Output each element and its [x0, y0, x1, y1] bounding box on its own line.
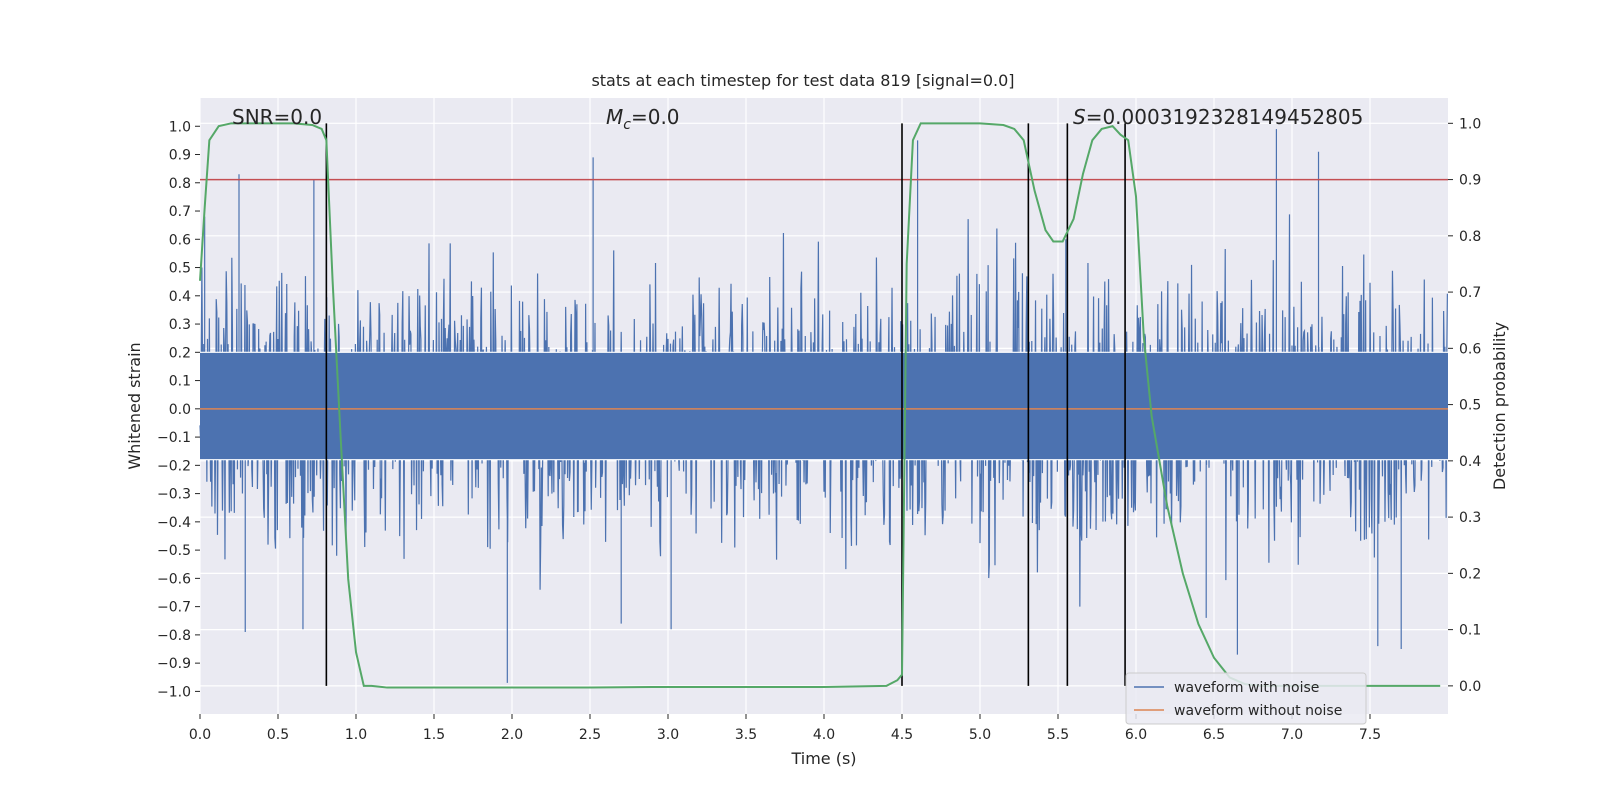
y-left-tick-label: 1.0: [169, 119, 191, 135]
x-tick-label: 3.5: [735, 727, 757, 743]
y-left-tick-label: −0.4: [157, 515, 191, 531]
x-tick-label: 5.0: [969, 727, 991, 743]
x-tick-label: 1.5: [423, 727, 445, 743]
y-right-tick-label: 0.8: [1459, 229, 1481, 245]
s-annotation: S=0.0003192328149452805: [1073, 105, 1363, 129]
x-tick-label: 6.0: [1125, 727, 1147, 743]
y-left-tick-label: 0.7: [169, 204, 191, 220]
detection-probability-line: [199, 122, 1441, 689]
y-right-tick-label: 0.0: [1459, 679, 1481, 695]
y-right-tick-label: 0.1: [1459, 623, 1481, 639]
noisy-waveform: [199, 129, 1448, 683]
y-right-tick-label: 0.5: [1459, 398, 1481, 414]
y-left-tick-label: −0.6: [157, 571, 191, 587]
y-left-tick-label: 0.1: [169, 374, 191, 390]
y-right-tick-label: 0.4: [1459, 454, 1481, 470]
y-right-tick-label: 0.6: [1459, 341, 1481, 357]
legend-box: [1125, 672, 1367, 725]
y-right-tick-label: 0.3: [1459, 510, 1481, 526]
y-right-tick-label: 0.9: [1459, 173, 1481, 189]
legend-label-noisy: waveform with noise: [1174, 680, 1319, 696]
x-tick-label: 2.5: [579, 727, 601, 743]
y-right-tick-label: 0.2: [1459, 566, 1481, 582]
x-tick-label: 0.5: [267, 727, 289, 743]
y-right-tick-label: 0.7: [1459, 285, 1481, 301]
y-axis-left-ticks: −1.0 −0.9 −0.8 −0.7 −0.6 −0.5 −0.4 −0.3 −0.2 −0.1…: [157, 119, 200, 700]
y-left-tick-label: 0.6: [169, 232, 191, 248]
y-left-tick-label: 0.9: [169, 148, 191, 164]
x-axis-label: Time (s): [790, 749, 856, 768]
y-axis-right-label: Detection probability: [1490, 322, 1509, 490]
legend: waveform with noise waveform without noi…: [1125, 672, 1367, 725]
y-left-tick-label: −0.5: [157, 543, 191, 559]
y-left-tick-label: −0.9: [157, 656, 191, 672]
y-axis-left-label: Whitened strain: [125, 342, 144, 469]
y-left-tick-label: −0.8: [157, 628, 191, 644]
y-left-tick-label: 0.5: [169, 261, 191, 277]
chirp-mass-annotation: Mc=0.0: [606, 105, 680, 133]
legend-label-clean: waveform without noise: [1174, 703, 1342, 719]
x-tick-label: 7.5: [1359, 727, 1381, 743]
y-left-tick-label: −1.0: [157, 684, 191, 700]
chart-title: stats at each timestep for test data 819…: [591, 71, 1014, 90]
snr-annotation: SNR=0.0: [232, 105, 322, 129]
chirp-mass-value: =0.0: [631, 105, 680, 129]
s-symbol: S: [1073, 105, 1086, 129]
y-axis-right-ticks: 0.0 0.1 0.2 0.3 0.4 0.5 0.6 0.7 0.8 0.9 1.0: [1448, 116, 1481, 695]
noisy-waveform-core: [200, 352, 1448, 460]
y-left-tick-label: −0.3: [157, 487, 191, 503]
x-tick-label: 5.5: [1047, 727, 1069, 743]
chirp-mass-symbol: M: [606, 105, 623, 129]
y-left-tick-label: 0.3: [169, 317, 191, 333]
x-tick-label: 3.0: [657, 727, 679, 743]
x-tick-label: 2.0: [501, 727, 523, 743]
y-left-tick-label: 0.8: [169, 176, 191, 192]
y-right-tick-label: 1.0: [1459, 116, 1481, 132]
x-tick-label: 4.5: [891, 727, 913, 743]
y-left-tick-label: 0.4: [169, 289, 191, 305]
y-left-tick-label: 0.0: [169, 402, 191, 418]
x-tick-label: 6.5: [1203, 727, 1225, 743]
x-axis-ticks: 0.0 0.5 1.0 1.5 2.0 2.5 3.0 3.5 4.0 4.5 5.0 5.5 6.0 6…: [189, 714, 1381, 743]
vertical-markers: [325, 123, 1126, 686]
y-left-tick-label: 0.2: [169, 345, 191, 361]
y-left-tick-label: −0.7: [157, 600, 191, 616]
s-value: =0.0003192328149452805: [1086, 105, 1364, 129]
x-tick-label: 1.0: [345, 727, 367, 743]
chirp-mass-subscript: c: [623, 117, 631, 133]
x-tick-label: 4.0: [813, 727, 835, 743]
y-left-tick-label: −0.2: [157, 458, 191, 474]
y-left-tick-label: −0.1: [157, 430, 191, 446]
x-tick-label: 7.0: [1281, 727, 1303, 743]
x-tick-label: 0.0: [189, 727, 211, 743]
